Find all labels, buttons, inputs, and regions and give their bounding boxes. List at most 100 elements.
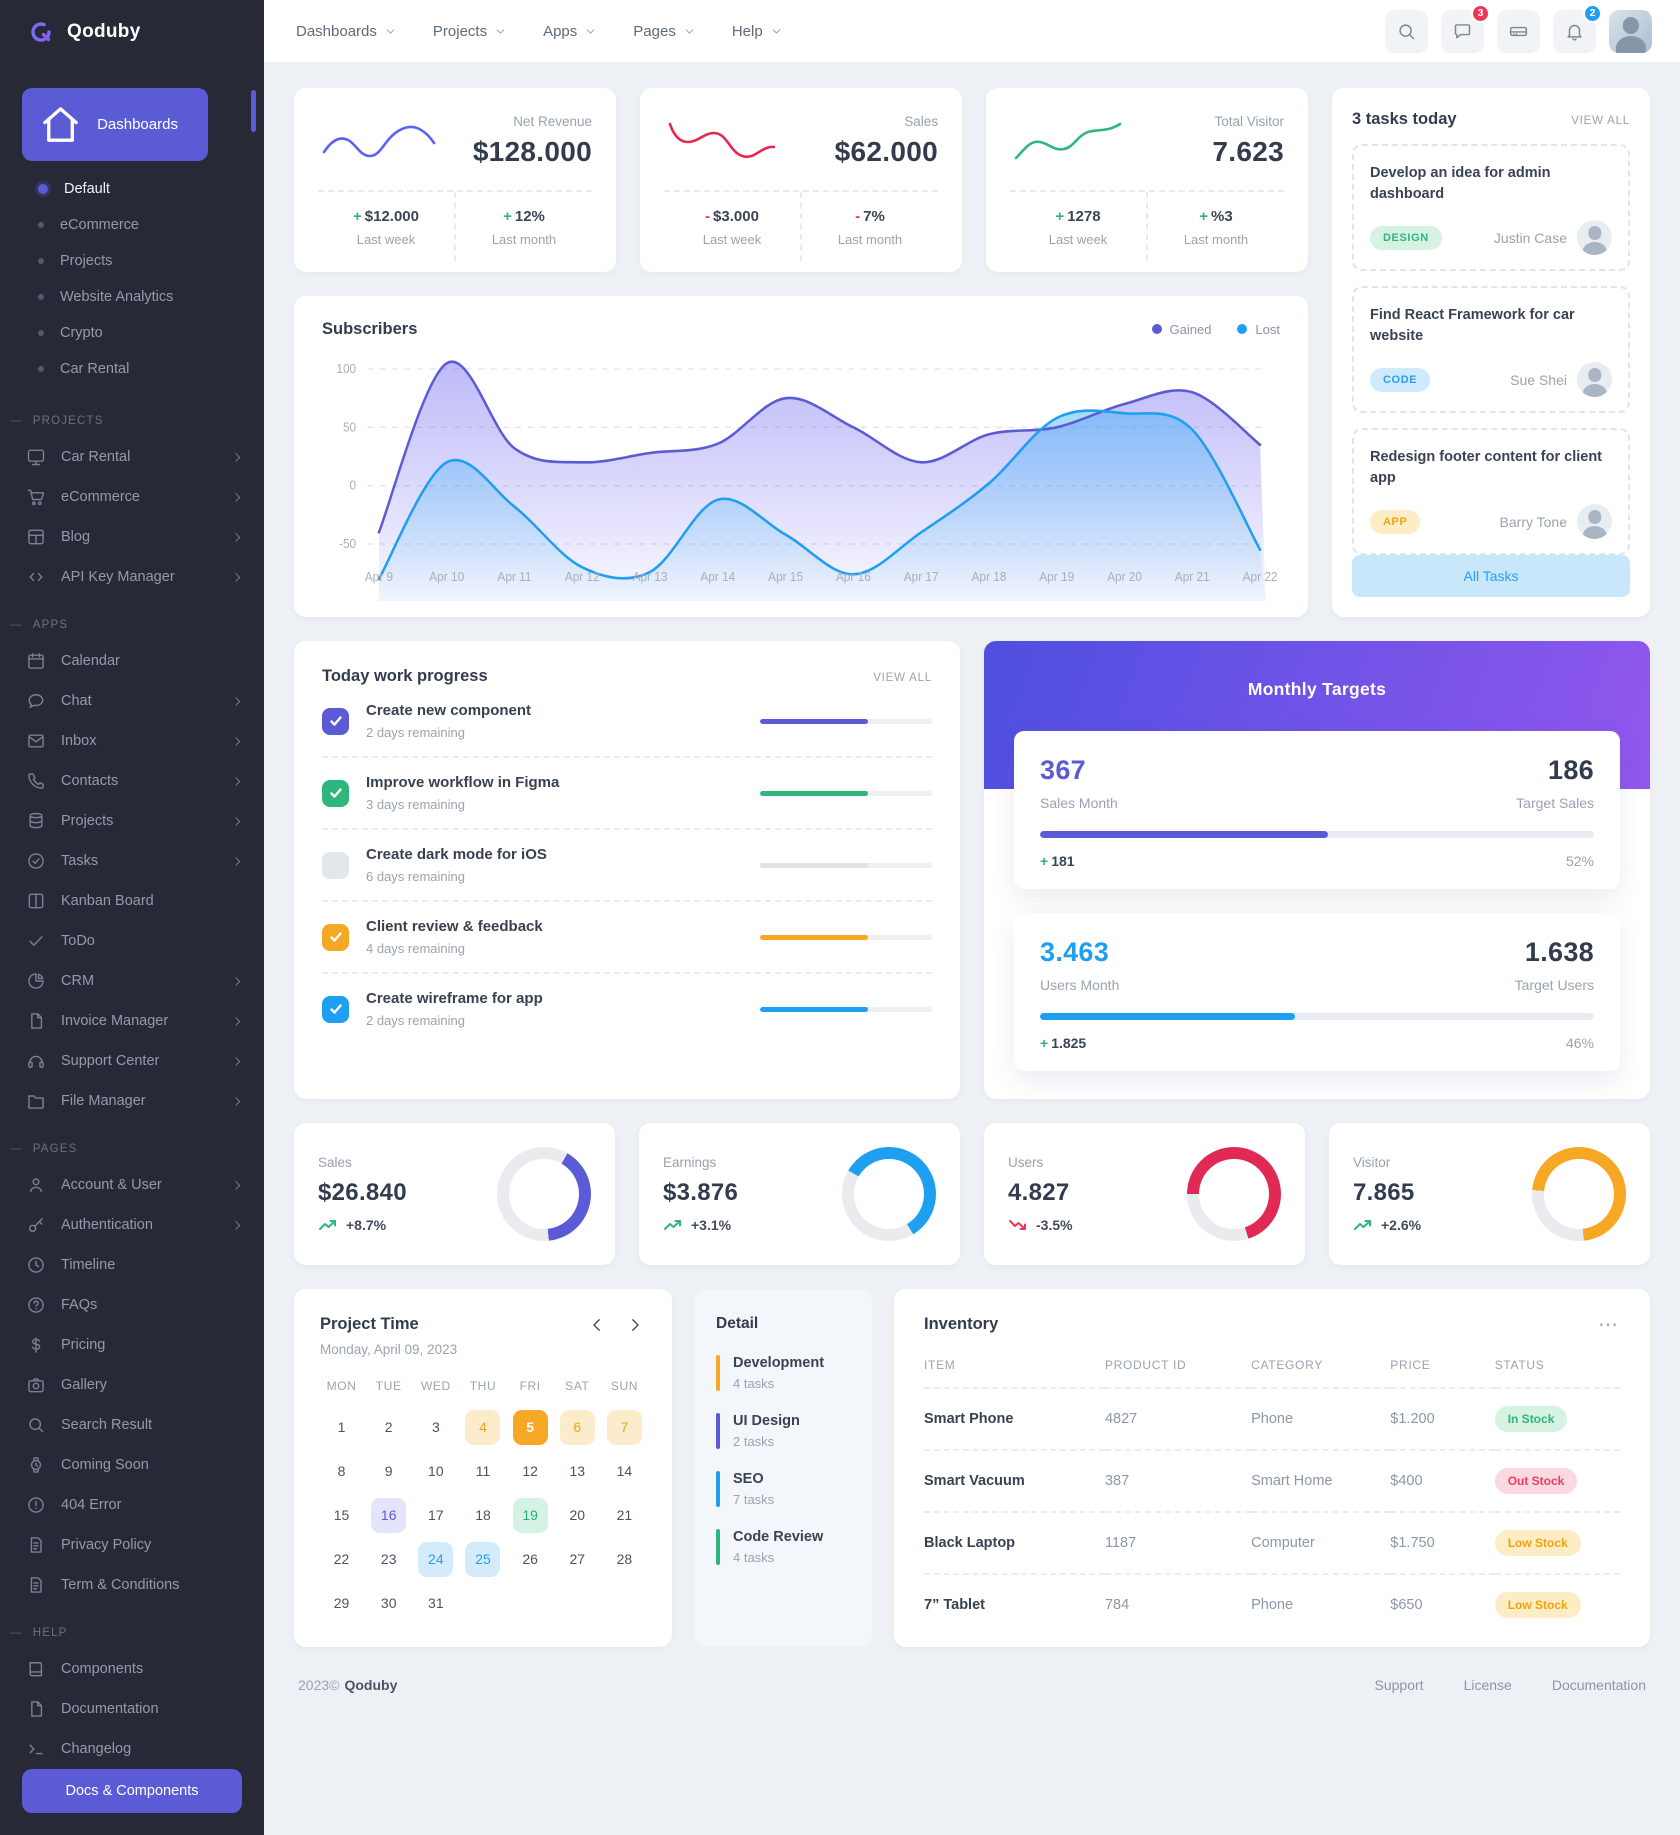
calendar-day-10[interactable]: 10 (428, 1463, 444, 1480)
calendar-day-31[interactable]: 31 (428, 1595, 444, 1612)
archive-button[interactable] (1497, 9, 1540, 53)
calendar-day-4[interactable]: 4 (465, 1410, 501, 1446)
task-tile[interactable]: Develop an idea for admin dashboard DESIG… (1352, 144, 1630, 272)
user-avatar[interactable] (1609, 9, 1652, 53)
notifications-button[interactable]: 2 (1553, 3, 1602, 53)
sidebar-item-search-result[interactable]: Search Result (0, 1405, 264, 1445)
sidebar-item-timeline[interactable]: Timeline (0, 1245, 264, 1285)
calendar-day-22[interactable]: 22 (333, 1551, 350, 1568)
all-tasks-button[interactable]: All Tasks (1352, 555, 1630, 598)
sidebar-item-404-error[interactable]: 404 Error (0, 1485, 264, 1525)
sidebar-item-projects[interactable]: Projects (0, 243, 264, 279)
tasks-view-all-button[interactable]: VIEW ALL (1571, 115, 1630, 127)
sidebar-item-todo[interactable]: ToDo (0, 921, 264, 961)
calendar-day-29[interactable]: 29 (333, 1595, 350, 1612)
calendar-day-14[interactable]: 14 (616, 1463, 633, 1480)
messages-button[interactable]: 3 (1441, 3, 1490, 53)
brand-logo[interactable]: Qoduby (0, 0, 264, 62)
calendar-day-15[interactable]: 15 (333, 1507, 350, 1524)
inventory-menu-button[interactable]: ⋯ (1598, 1313, 1620, 1336)
calendar-day-8[interactable]: 8 (337, 1463, 346, 1480)
sidebar-item-components[interactable]: Components (0, 1649, 264, 1689)
calendar-day-6[interactable]: 6 (559, 1410, 595, 1446)
topbar-menu-help[interactable]: Help (732, 23, 783, 40)
calendar-day-21[interactable]: 21 (616, 1507, 633, 1524)
calendar-day-27[interactable]: 27 (569, 1551, 586, 1568)
calendar-day-9[interactable]: 9 (384, 1463, 393, 1480)
calendar-day-26[interactable]: 26 (522, 1551, 538, 1568)
sidebar-item-gallery[interactable]: Gallery (0, 1365, 264, 1405)
sidebar-item-documentation[interactable]: Documentation (0, 1689, 264, 1729)
footer-link-license[interactable]: License (1463, 1677, 1512, 1694)
topbar-menu-apps[interactable]: Apps (543, 23, 597, 40)
calendar-day-11[interactable]: 11 (475, 1463, 491, 1480)
task-checkbox[interactable] (322, 707, 349, 735)
inventory-row[interactable]: Black Laptop 1187 Computer $1.750 Low Stock (924, 1512, 1620, 1576)
calendar-day-1[interactable]: 1 (337, 1419, 346, 1436)
progress-view-all-button[interactable]: VIEW ALL (873, 672, 932, 685)
sidebar-item-invoice-manager[interactable]: Invoice Manager (0, 1001, 264, 1041)
sidebar-item-inbox[interactable]: Inbox (0, 721, 264, 761)
topbar-menu-pages[interactable]: Pages (633, 23, 696, 40)
sidebar-item-car-rental[interactable]: Car Rental (0, 437, 264, 477)
detail-item-development[interactable]: Development 4 tasks (716, 1355, 850, 1392)
inventory-row[interactable]: Smart Phone 4827 Phone $1.200 In Stock (924, 1388, 1620, 1452)
sidebar-item-calendar[interactable]: Calendar (0, 641, 264, 681)
sidebar-item-ecommerce[interactable]: eCommerce (0, 477, 264, 517)
topbar-menu-dashboards[interactable]: Dashboards (296, 23, 397, 40)
task-checkbox[interactable] (322, 779, 349, 807)
sidebar-item-faqs[interactable]: FAQs (0, 1285, 264, 1325)
sidebar-dashboards-toggle[interactable]: Dashboards (22, 88, 208, 162)
task-tile[interactable]: Find React Framework for car website CODE… (1352, 286, 1630, 414)
footer-link-documentation[interactable]: Documentation (1551, 1677, 1646, 1694)
inventory-row[interactable]: 7” Tablet 784 Phone $650 Low Stock (924, 1574, 1620, 1635)
sidebar-item-kanban-board[interactable]: Kanban Board (0, 881, 264, 921)
sidebar-item-pricing[interactable]: Pricing (0, 1325, 264, 1365)
sidebar-item-ecommerce[interactable]: eCommerce (0, 207, 264, 243)
calendar-day-2[interactable]: 2 (384, 1419, 393, 1436)
detail-item-ui-design[interactable]: UI Design 2 tasks (716, 1413, 850, 1450)
sidebar-item-api-key-manager[interactable]: API Key Manager (0, 557, 264, 597)
sidebar-item-support-center[interactable]: Support Center (0, 1041, 264, 1081)
calendar-day-28[interactable]: 28 (616, 1551, 633, 1568)
sidebar-item-tasks[interactable]: Tasks (0, 841, 264, 881)
calendar-day-17[interactable]: 17 (428, 1507, 444, 1524)
detail-item-seo[interactable]: SEO 7 tasks (716, 1471, 850, 1508)
task-checkbox[interactable] (322, 995, 349, 1023)
calendar-day-30[interactable]: 30 (380, 1595, 397, 1612)
sidebar-item-blog[interactable]: Blog (0, 517, 264, 557)
calendar-day-24[interactable]: 24 (418, 1542, 454, 1578)
search-button[interactable] (1385, 9, 1428, 53)
calendar-day-7[interactable]: 7 (606, 1410, 642, 1446)
calendar-day-13[interactable]: 13 (569, 1463, 586, 1480)
calendar-day-23[interactable]: 23 (380, 1551, 397, 1568)
calendar-day-19[interactable]: 19 (512, 1498, 548, 1534)
sidebar-item-term-conditions[interactable]: Term & Conditions (0, 1565, 264, 1605)
calendar-day-5[interactable]: 5 (512, 1410, 548, 1446)
detail-item-code-review[interactable]: Code Review 4 tasks (716, 1529, 850, 1566)
sidebar-item-account-user[interactable]: Account & User (0, 1165, 264, 1205)
sidebar-item-projects[interactable]: Projects (0, 801, 264, 841)
docs-components-button[interactable]: Docs & Components (22, 1769, 242, 1814)
calendar-day-20[interactable]: 20 (569, 1507, 586, 1524)
sidebar-item-privacy-policy[interactable]: Privacy Policy (0, 1525, 264, 1565)
sidebar-item-coming-soon[interactable]: Coming Soon (0, 1445, 264, 1485)
calendar-day-3[interactable]: 3 (431, 1419, 440, 1436)
topbar-menu-projects[interactable]: Projects (433, 23, 507, 40)
calendar-day-12[interactable]: 12 (522, 1463, 538, 1480)
task-checkbox[interactable] (322, 923, 349, 951)
sidebar-item-crypto[interactable]: Crypto (0, 315, 264, 351)
footer-link-support[interactable]: Support (1374, 1677, 1424, 1694)
calendar-day-16[interactable]: 16 (371, 1498, 407, 1534)
calendar-prev-button[interactable] (588, 1315, 608, 1335)
sidebar-item-changelog[interactable]: Changelog (0, 1729, 264, 1769)
inventory-row[interactable]: Smart Vacuum 387 Smart Home $400 Out Stock (924, 1450, 1620, 1514)
sidebar-item-file-manager[interactable]: File Manager (0, 1081, 264, 1121)
task-tile[interactable]: Redesign footer content for client app AP… (1352, 428, 1630, 556)
task-checkbox[interactable] (322, 851, 349, 879)
calendar-day-18[interactable]: 18 (475, 1507, 491, 1524)
sidebar-item-website-analytics[interactable]: Website Analytics (0, 279, 264, 315)
sidebar-item-chat[interactable]: Chat (0, 681, 264, 721)
sidebar-item-default[interactable]: Default (0, 171, 264, 207)
sidebar-item-contacts[interactable]: Contacts (0, 761, 264, 801)
